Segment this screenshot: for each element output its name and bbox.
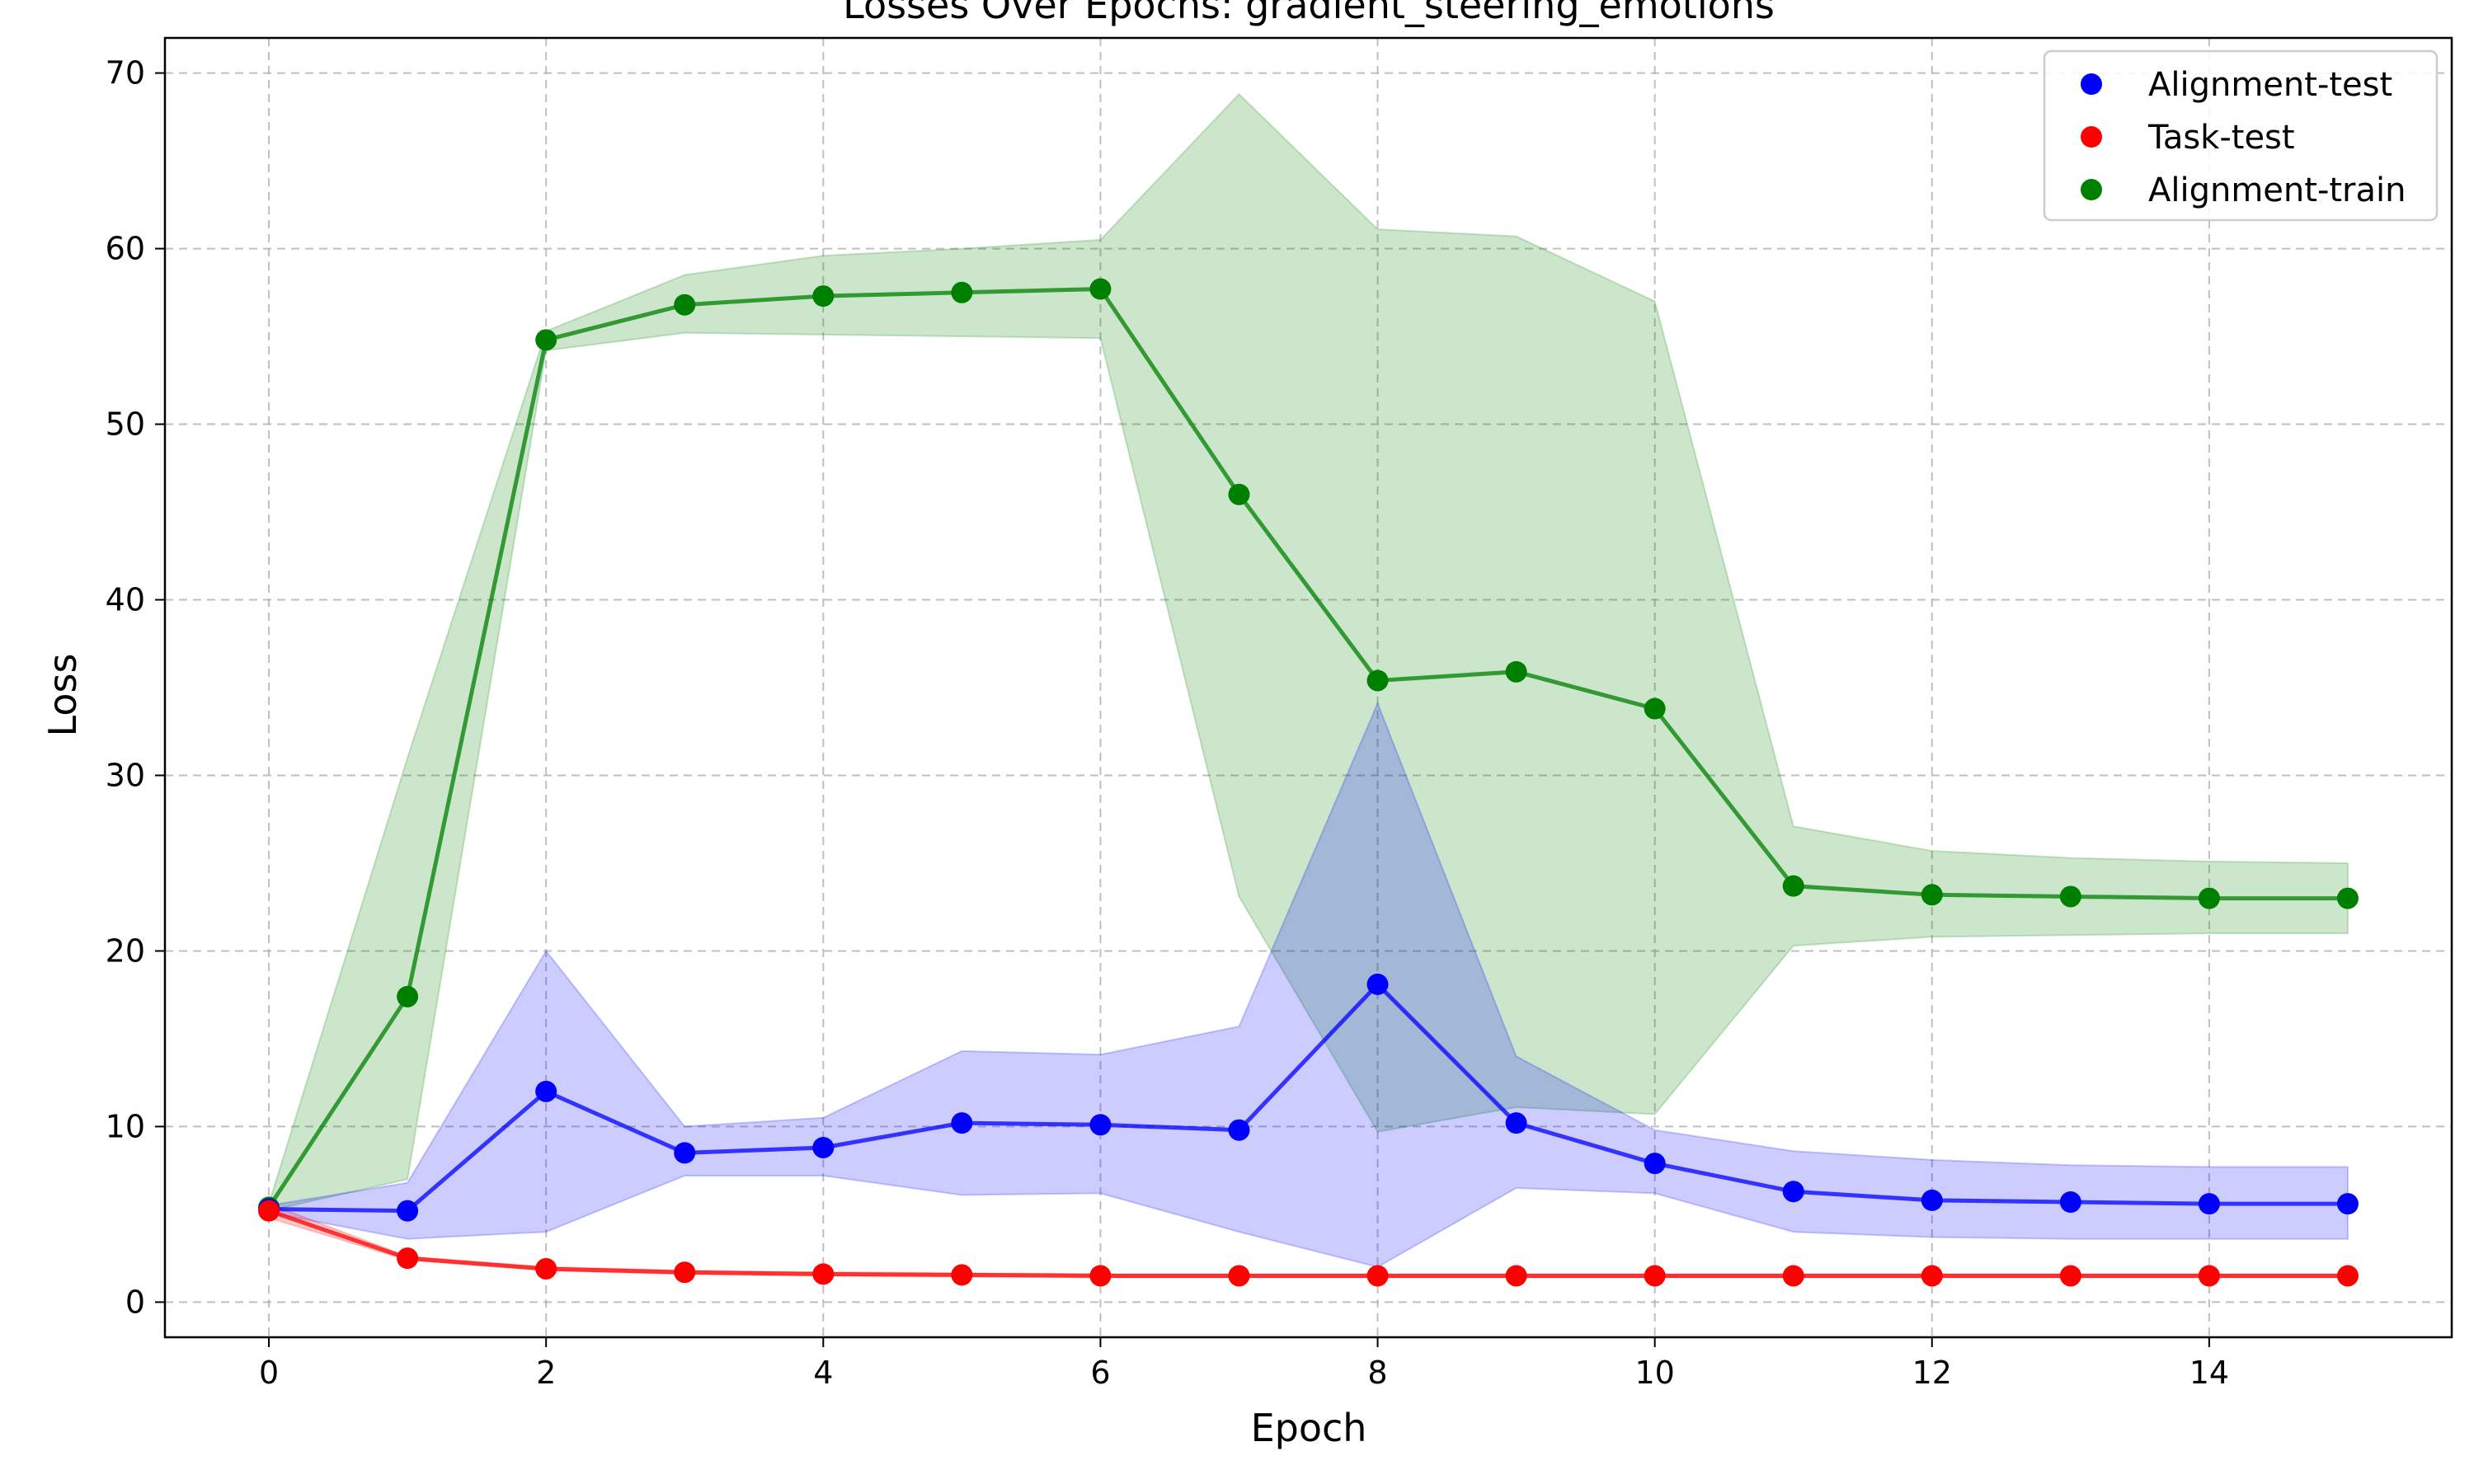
task-test-point	[1228, 1265, 1250, 1287]
task-test-point	[1505, 1265, 1527, 1287]
x-tick-label: 6	[1090, 1355, 1110, 1391]
alignment-test-point	[2198, 1193, 2220, 1215]
alignment-train-point	[674, 294, 696, 316]
alignment-train-point	[812, 285, 835, 308]
alignment-train-point	[1644, 697, 1666, 720]
legend-frame	[2043, 49, 2439, 222]
alignment-test-line	[269, 981, 2348, 1214]
y-tick-label: 60	[106, 231, 145, 267]
task-test-point	[397, 1247, 419, 1270]
alignment-test-point	[1644, 1153, 1666, 1175]
y-tick-label: 50	[106, 406, 145, 443]
task-test-point	[2198, 1265, 2220, 1287]
y-tick-label: 0	[125, 1284, 145, 1320]
task-test-point	[1366, 1265, 1389, 1287]
task-test-point	[1921, 1265, 1943, 1287]
alignment-test-point	[535, 1080, 557, 1102]
alignment-test-point	[1505, 1112, 1527, 1134]
legend-marker-alignment-train	[2081, 179, 2102, 200]
x-tick-label: 10	[1634, 1355, 1674, 1391]
alignment-test-point	[2336, 1193, 2359, 1215]
task-test-point	[1089, 1265, 1112, 1287]
series-points	[258, 278, 2359, 1287]
y-tick-label: 40	[106, 582, 145, 618]
alignment-train-point	[1782, 875, 1804, 897]
alignment-train-point	[1089, 278, 1112, 300]
alignment-test-point	[397, 1200, 419, 1222]
legend-label-alignment-test: Alignment-test	[2148, 66, 2392, 104]
alignment-test-point	[951, 1112, 973, 1134]
alignment-test-point	[2059, 1191, 2081, 1214]
alignment-train-band	[268, 92, 2349, 1212]
y-tick-label: 70	[106, 55, 145, 92]
task-test-point	[812, 1263, 835, 1285]
task-test-point	[674, 1261, 696, 1284]
alignment-train-point	[397, 985, 419, 1007]
chart-title: Losses Over Epochs: gradient_steering_em…	[843, 0, 1775, 27]
x-tick-label: 14	[2189, 1355, 2229, 1391]
y-axis-label: Loss	[40, 654, 85, 737]
series-lines	[266, 287, 2348, 1278]
alignment-train-line	[266, 287, 2348, 1209]
alignment-train-point	[2198, 887, 2220, 909]
task-test-point	[1644, 1265, 1666, 1287]
x-tick-label: 2	[536, 1355, 556, 1391]
task-test-point	[951, 1264, 973, 1286]
plot-frame	[163, 36, 2453, 1339]
alignment-test-point	[1366, 973, 1389, 995]
task-test-point	[535, 1257, 557, 1280]
legend-label-task-test: Task-test	[2147, 119, 2295, 157]
alignment-test-point	[674, 1142, 696, 1164]
x-tick-label: 4	[813, 1355, 833, 1391]
alignment-train-point	[1228, 483, 1250, 505]
legend-marker-alignment-test	[2081, 73, 2102, 95]
legend-marker-task-test	[2081, 126, 2102, 148]
alignment-train-point	[1921, 884, 1943, 906]
alignment-train-point	[951, 281, 973, 303]
alignment-train-point	[1366, 669, 1389, 692]
alignment-test-band	[268, 701, 2349, 1268]
alignment-train-point	[2336, 887, 2359, 909]
task-test-point	[258, 1200, 280, 1222]
alignment-train-point	[1505, 660, 1527, 683]
grid	[165, 38, 2452, 1337]
task-test-point	[1782, 1265, 1804, 1287]
alignment-train-point	[535, 329, 557, 351]
alignment-test-point	[1782, 1181, 1804, 1203]
x-axis-label: Epoch	[1251, 1406, 1367, 1450]
legend-label-alignment-train: Alignment-train	[2148, 171, 2406, 209]
x-tick-label: 0	[259, 1355, 279, 1391]
task-test-point	[2059, 1265, 2081, 1287]
y-tick-label: 10	[106, 1108, 145, 1144]
legend: Alignment-test Task-test Alignment-train	[2043, 49, 2439, 222]
x-tick-label: 12	[1912, 1355, 1952, 1391]
alignment-train-point	[2059, 885, 2081, 908]
alignment-test-point	[1228, 1119, 1250, 1141]
y-tick-label: 30	[106, 757, 145, 793]
y-tick-label: 20	[106, 932, 145, 969]
alignment-test-point	[1089, 1114, 1112, 1136]
task-test-point	[2336, 1265, 2359, 1287]
alignment-test-point	[1921, 1189, 1943, 1211]
alignment-test-point	[812, 1136, 835, 1158]
x-tick-label: 8	[1367, 1355, 1387, 1391]
axis-ticks: 0 2 4 6 8 10 12 14 0 10 20 30 40 50 60 70	[106, 55, 2229, 1391]
confidence-bands	[268, 92, 2349, 1279]
task-test-line	[268, 1209, 2348, 1278]
